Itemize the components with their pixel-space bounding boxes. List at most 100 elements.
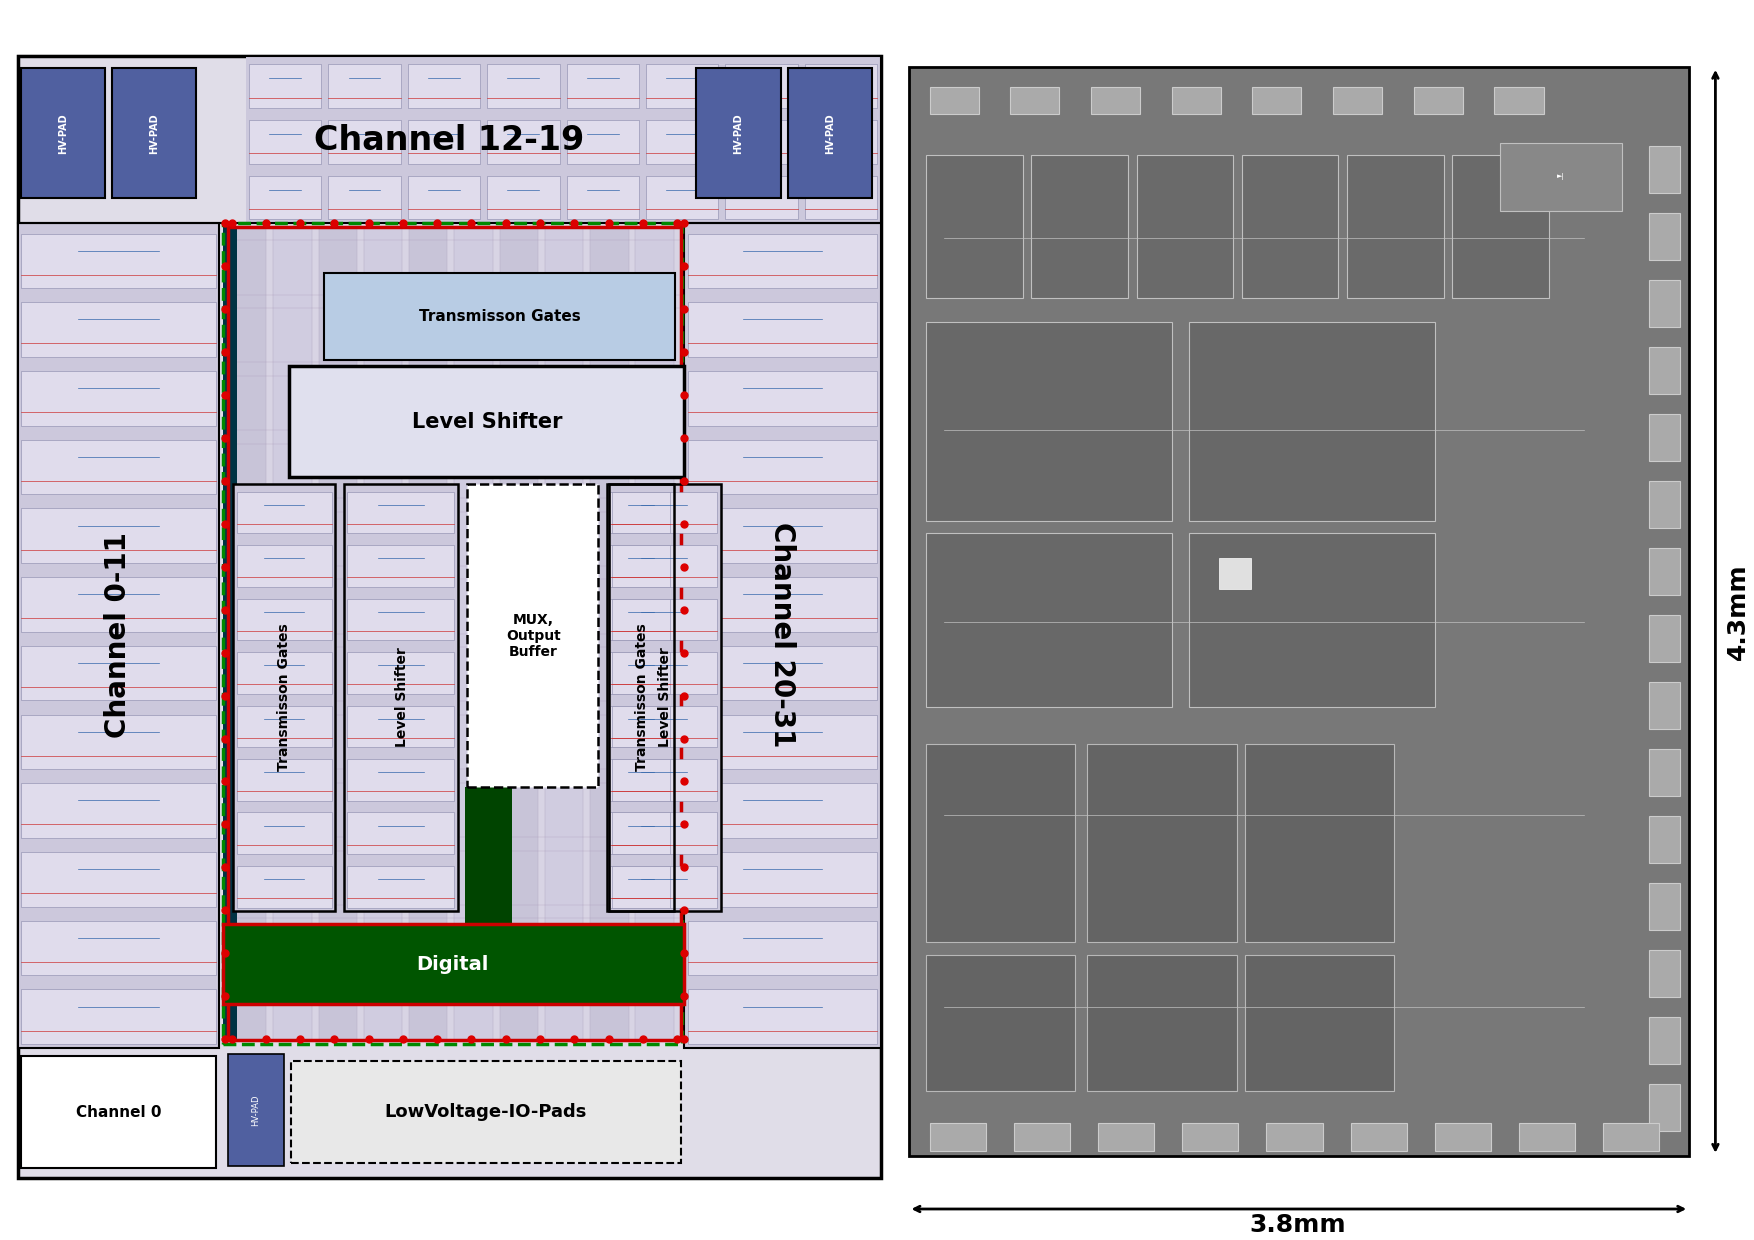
Bar (363, 227, 402, 1040)
Bar (1245, 744, 1394, 942)
Bar (347, 759, 454, 801)
Bar (1219, 558, 1251, 589)
Bar (610, 652, 717, 694)
Bar (1649, 481, 1680, 528)
Bar (21, 714, 216, 769)
Bar (223, 223, 682, 1044)
Bar (249, 120, 321, 164)
Bar (610, 866, 717, 908)
Bar (805, 120, 877, 164)
Text: ►|: ►| (1558, 174, 1565, 180)
Bar (237, 812, 332, 854)
Bar (1649, 548, 1680, 595)
Bar (1414, 87, 1463, 114)
Bar (228, 444, 681, 498)
Bar (1172, 87, 1221, 114)
Bar (688, 508, 877, 563)
Bar (1031, 155, 1128, 298)
Bar (347, 652, 454, 694)
Bar (465, 787, 512, 1004)
Bar (589, 227, 628, 1040)
Bar (237, 759, 332, 801)
Bar (612, 491, 670, 533)
Bar (344, 484, 458, 911)
Bar (688, 920, 877, 976)
Bar (1494, 87, 1544, 114)
Bar (684, 223, 881, 1048)
Bar (1182, 1123, 1238, 1151)
Bar (21, 920, 216, 976)
Text: HV-PAD: HV-PAD (251, 1094, 261, 1126)
Bar (347, 491, 454, 533)
Bar (1245, 955, 1394, 1091)
Bar (688, 784, 877, 838)
Bar (228, 376, 681, 430)
Bar (21, 233, 216, 288)
Text: Level Shifter: Level Shifter (395, 647, 409, 746)
Bar (1087, 955, 1237, 1091)
Bar (1347, 155, 1444, 298)
Bar (407, 120, 481, 164)
Bar (228, 1054, 284, 1166)
Bar (1091, 87, 1140, 114)
Bar (274, 227, 312, 1040)
Bar (249, 64, 321, 108)
Bar (635, 227, 674, 1040)
Bar (567, 176, 638, 219)
Bar (328, 120, 402, 164)
Bar (1649, 1017, 1680, 1064)
Bar (610, 491, 717, 533)
Bar (488, 176, 560, 219)
Bar (688, 646, 877, 701)
Bar (567, 64, 638, 108)
Bar (612, 706, 670, 748)
Bar (21, 990, 216, 1044)
Bar (805, 176, 877, 219)
Bar (1649, 749, 1680, 796)
Bar (930, 87, 979, 114)
Bar (18, 223, 219, 1048)
Bar (228, 512, 681, 565)
Bar (926, 955, 1075, 1091)
Bar (684, 223, 881, 1048)
Bar (246, 56, 881, 223)
Bar (567, 120, 638, 164)
Bar (21, 1056, 216, 1168)
Bar (688, 303, 877, 357)
Bar (237, 546, 332, 587)
Bar (21, 68, 105, 198)
Bar (1189, 533, 1435, 707)
Bar (237, 866, 332, 908)
Bar (645, 176, 719, 219)
Bar (1649, 347, 1680, 394)
Bar (926, 744, 1075, 942)
Bar (726, 120, 798, 164)
Text: Level Shifter: Level Shifter (412, 412, 563, 432)
Bar (909, 67, 1689, 1156)
Text: Channel 20-31: Channel 20-31 (768, 522, 796, 748)
Text: LowVoltage-IO-Pads: LowVoltage-IO-Pads (384, 1104, 588, 1121)
Bar (1649, 146, 1680, 193)
Bar (688, 371, 877, 425)
Bar (1252, 87, 1301, 114)
Bar (1098, 1123, 1154, 1151)
Bar (237, 491, 332, 533)
Bar (1649, 280, 1680, 327)
Bar (228, 227, 681, 1040)
Bar (930, 1123, 986, 1151)
Text: Channel 0: Channel 0 (75, 1105, 161, 1120)
Bar (488, 120, 560, 164)
Bar (1087, 744, 1237, 942)
Bar (926, 322, 1172, 521)
Bar (926, 155, 1023, 298)
Bar (1649, 213, 1680, 260)
Bar (696, 68, 781, 198)
Bar (645, 120, 719, 164)
Bar (488, 64, 560, 108)
Bar (612, 812, 670, 854)
Bar (344, 484, 458, 911)
Bar (237, 599, 332, 640)
Bar (228, 579, 681, 634)
Bar (688, 577, 877, 631)
Bar (726, 64, 798, 108)
